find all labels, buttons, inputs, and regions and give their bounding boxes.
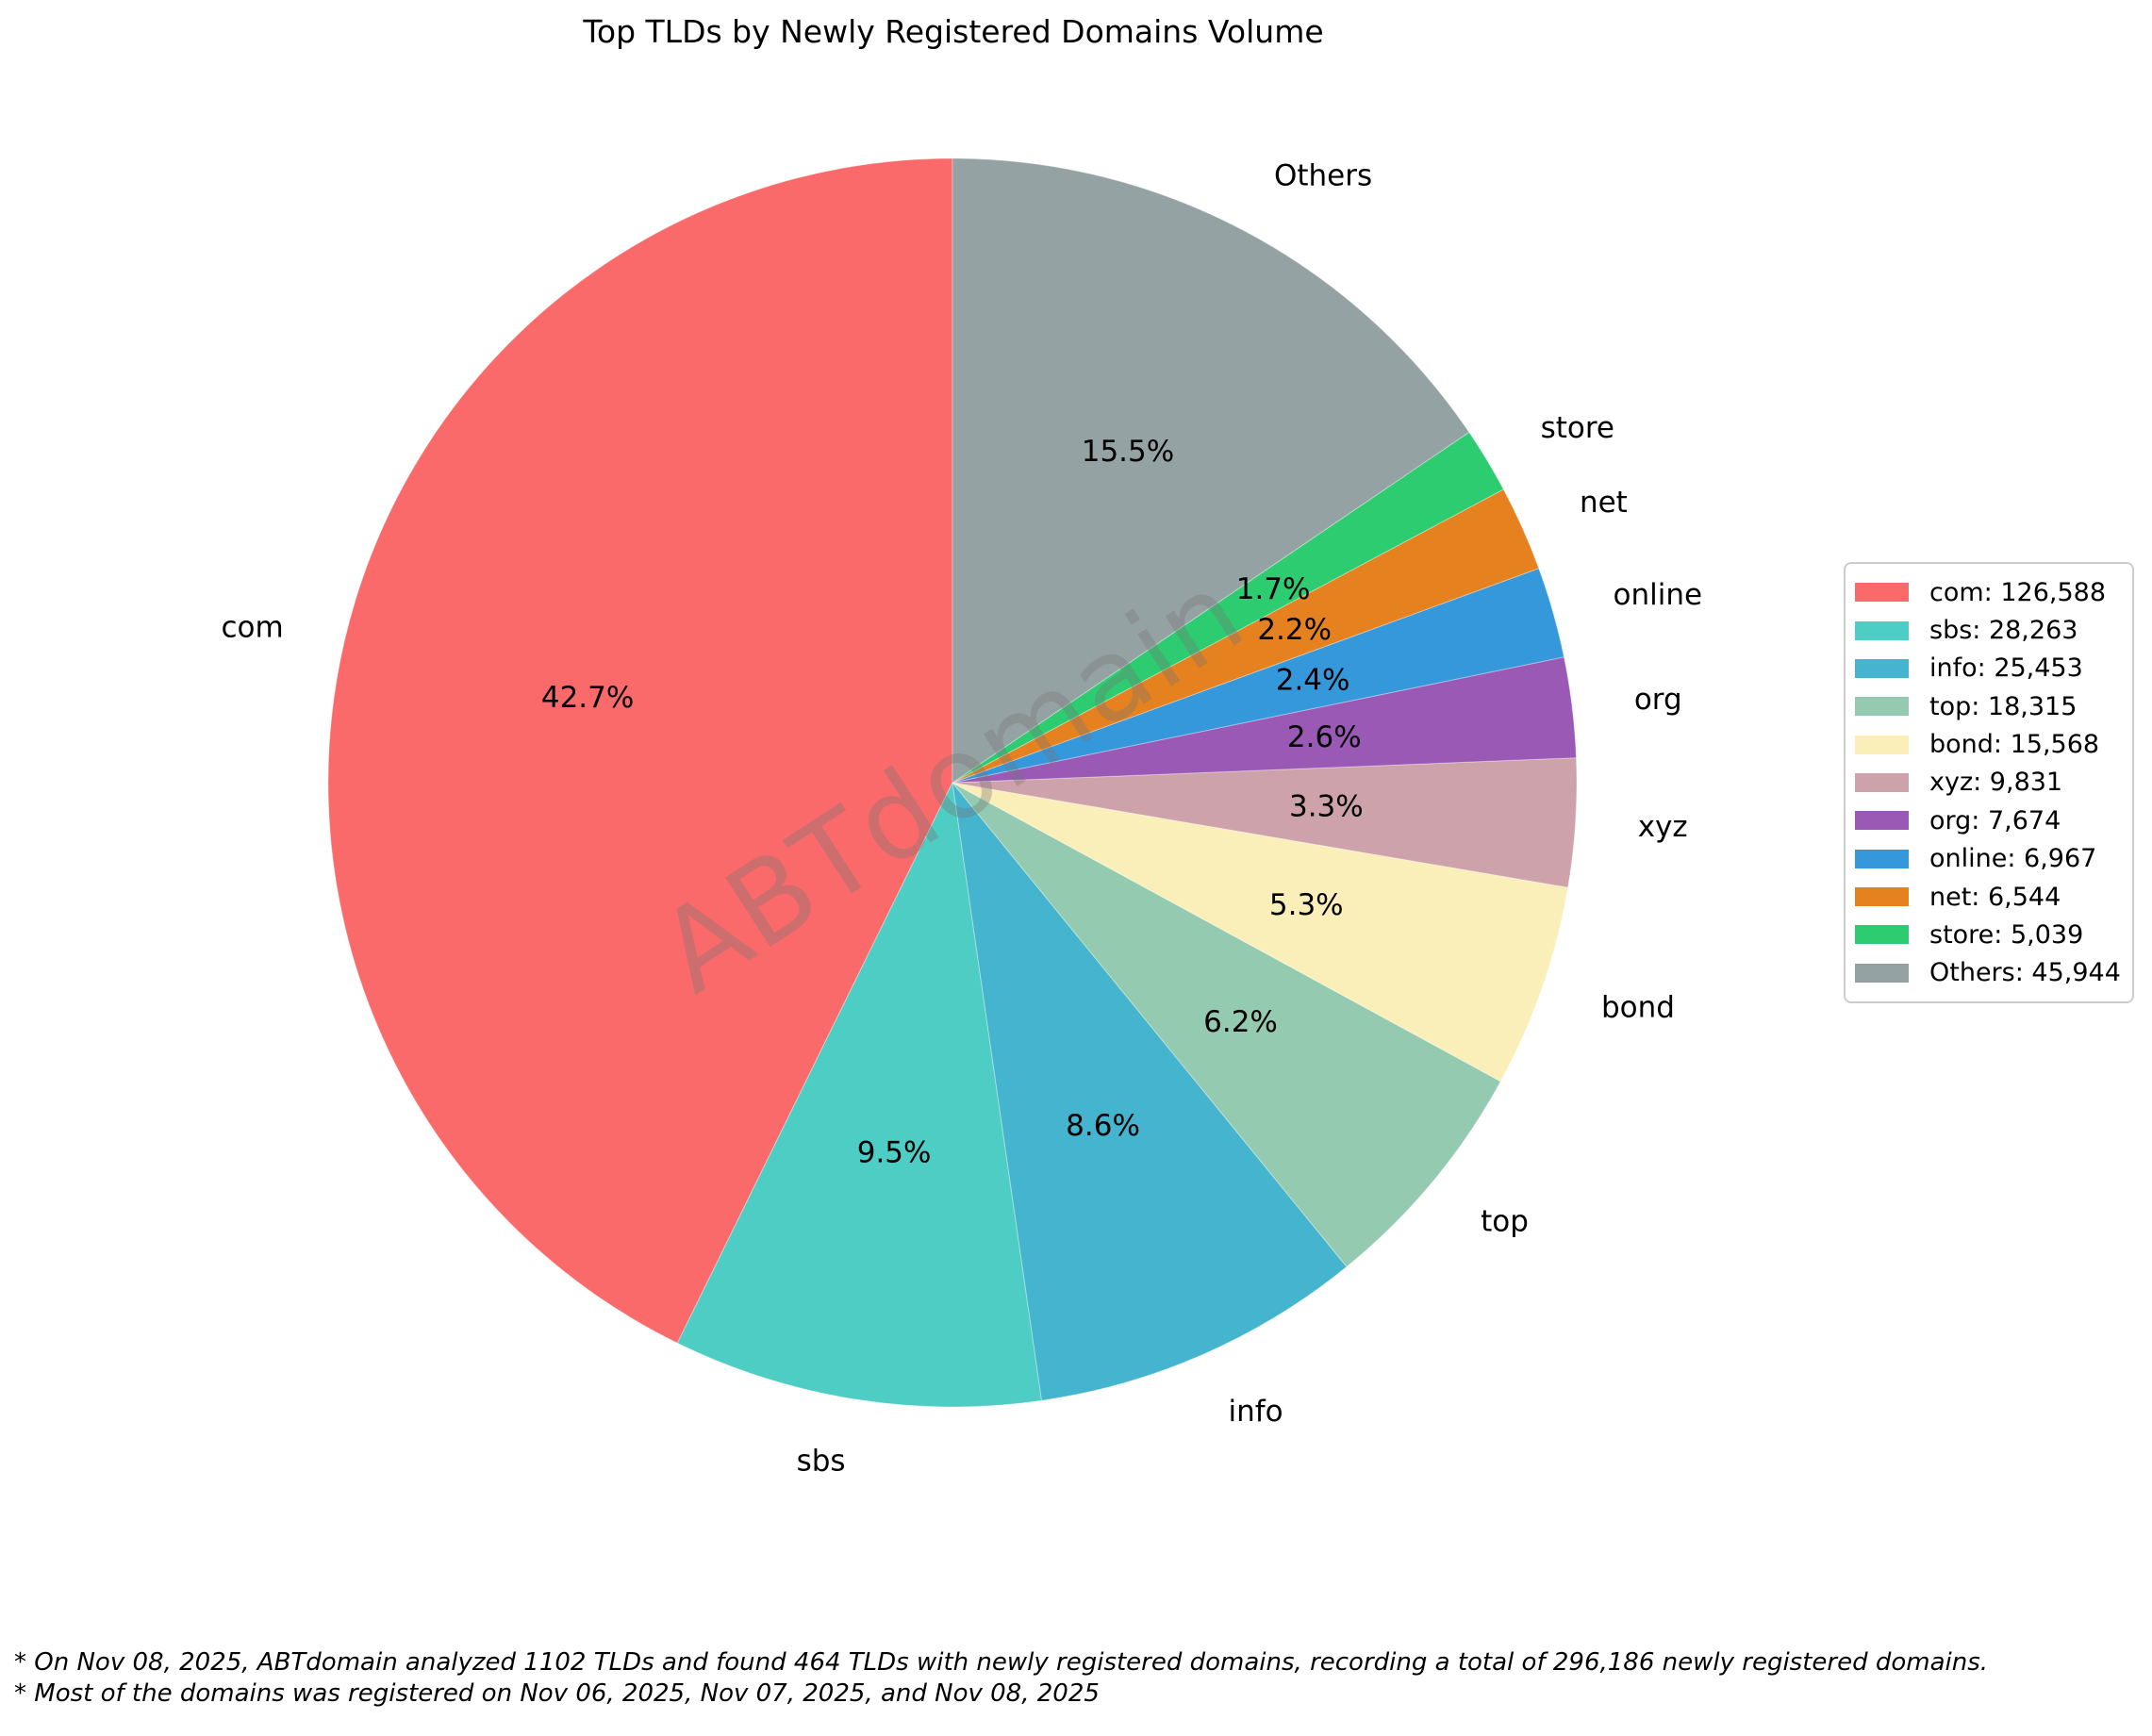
legend-item-xyz: xyz: 9,831 xyxy=(1855,768,2123,797)
legend-swatch-bond xyxy=(1855,735,1909,754)
pct-label-xyz: 3.3% xyxy=(1289,790,1364,824)
legend-swatch-store xyxy=(1855,925,1909,945)
slice-label-com: com xyxy=(221,610,283,644)
legend-item-info: info: 25,453 xyxy=(1855,653,2123,683)
pct-label-store: 1.7% xyxy=(1236,572,1311,606)
pie-slice-top xyxy=(952,782,1501,1267)
pct-label-com: 42.7% xyxy=(541,681,634,715)
slice-label-bond: bond xyxy=(1601,991,1675,1025)
legend-item-com: com: 126,588 xyxy=(1855,578,2123,607)
pie-slice-info xyxy=(952,782,1348,1401)
pie-slice-com xyxy=(327,157,953,1344)
slice-label-sbs: sbs xyxy=(797,1444,846,1478)
chart-title: Top TLDs by Newly Registered Domains Vol… xyxy=(583,13,1324,50)
legend: com: 126,588 sbs: 28,263 info: 25,453 top: … xyxy=(1844,562,2134,1003)
slice-label-xyz: xyz xyxy=(1638,810,1688,844)
legend-item-Others: Others: 45,944 xyxy=(1855,958,2123,987)
legend-swatch-com xyxy=(1855,583,1909,603)
legend-item-bond: bond: 15,568 xyxy=(1855,730,2123,759)
legend-item-sbs: sbs: 28,263 xyxy=(1855,616,2123,645)
legend-label-Others: Others: 45,944 xyxy=(1929,958,2121,988)
legend-label-xyz: xyz: 9,831 xyxy=(1929,768,2063,798)
legend-label-net: net: 6,544 xyxy=(1929,882,2061,912)
pie-slice-xyz xyxy=(952,757,1578,888)
legend-item-top: top: 18,315 xyxy=(1855,692,2123,721)
pie-slice-online xyxy=(952,568,1564,784)
slice-label-org: org xyxy=(1634,683,1682,717)
legend-item-store: store: 5,039 xyxy=(1855,920,2123,950)
pie-slice-org xyxy=(952,656,1577,784)
slice-label-store: store xyxy=(1541,411,1614,445)
legend-label-sbs: sbs: 28,263 xyxy=(1929,616,2078,646)
legend-label-top: top: 18,315 xyxy=(1929,691,2078,721)
legend-label-com: com: 126,588 xyxy=(1929,577,2106,607)
pie-slice-bond xyxy=(952,782,1569,1083)
legend-item-online: online: 6,967 xyxy=(1855,844,2123,873)
legend-label-org: org: 7,674 xyxy=(1929,805,2061,835)
pct-label-bond: 5.3% xyxy=(1269,888,1344,922)
pct-label-online: 2.4% xyxy=(1276,664,1350,698)
legend-item-org: org: 7,674 xyxy=(1855,806,2123,835)
pie-slice-store xyxy=(952,431,1504,784)
slice-label-online: online xyxy=(1614,578,1703,612)
footnote-line-1: * On Nov 08, 2025, ABTdomain analyzed 11… xyxy=(14,1648,1989,1677)
legend-label-online: online: 6,967 xyxy=(1929,844,2097,874)
footnotes: * On Nov 08, 2025, ABTdomain analyzed 11… xyxy=(14,1647,1988,1710)
legend-swatch-top xyxy=(1855,697,1909,717)
legend-swatch-xyz xyxy=(1855,772,1909,792)
pct-label-org: 2.6% xyxy=(1287,720,1362,754)
pct-label-info: 8.6% xyxy=(1066,1109,1140,1143)
legend-swatch-online xyxy=(1855,849,1909,868)
pie-slice-Others xyxy=(952,157,1470,784)
footnote-line-2: * Most of the domains was registered on … xyxy=(14,1679,1100,1708)
legend-swatch-Others xyxy=(1855,963,1909,983)
legend-swatch-info xyxy=(1855,658,1909,678)
pct-label-top: 6.2% xyxy=(1203,1005,1278,1039)
slice-label-Others: Others xyxy=(1274,159,1372,193)
slice-label-info: info xyxy=(1228,1395,1283,1429)
pie-slice-net xyxy=(952,488,1540,784)
pct-label-Others: 15.5% xyxy=(1082,435,1174,469)
pie-slice-sbs xyxy=(676,782,1043,1408)
pct-label-net: 2.2% xyxy=(1257,613,1332,647)
pct-label-sbs: 9.5% xyxy=(857,1135,932,1169)
legend-swatch-org xyxy=(1855,811,1909,831)
legend-label-bond: bond: 15,568 xyxy=(1929,730,2100,760)
legend-label-info: info: 25,453 xyxy=(1929,653,2083,684)
legend-swatch-net xyxy=(1855,887,1909,907)
legend-swatch-sbs xyxy=(1855,620,1909,640)
legend-item-net: net: 6,544 xyxy=(1855,883,2123,912)
legend-label-store: store: 5,039 xyxy=(1929,919,2084,950)
slice-label-net: net xyxy=(1580,486,1628,520)
slice-label-top: top xyxy=(1481,1204,1529,1238)
